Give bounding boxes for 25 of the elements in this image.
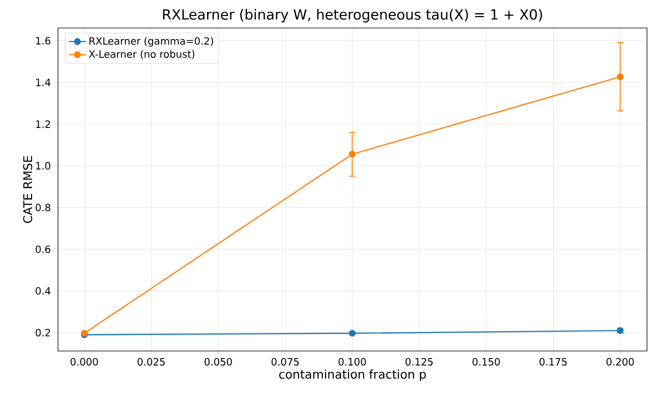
x-tick-label: 0.150 — [472, 358, 500, 366]
x-tick-label: 0.025 — [138, 358, 165, 366]
x-tick-label: 0.075 — [272, 358, 299, 366]
x-tick-label: 0.050 — [204, 358, 232, 366]
y-tick-label: 1.2 — [36, 120, 50, 128]
x-tick-label: 0.125 — [406, 358, 433, 366]
y-tick-label: 1.0 — [36, 162, 50, 170]
y-axis-title: CATE RMSE — [23, 156, 32, 223]
y-tick-label: 1.6 — [36, 36, 50, 44]
x-tick-label: 0.200 — [606, 358, 634, 366]
x-tick-label: 0.000 — [70, 358, 98, 366]
chart-title: RXLearner (binary W, heterogeneous tau(X) = 1 + X0) — [163, 8, 542, 22]
x-tick-label: 0.100 — [338, 358, 366, 366]
x-tick-label: 0.175 — [540, 358, 567, 366]
point — [348, 330, 356, 337]
point — [348, 150, 356, 158]
y-tick-label: 0.6 — [36, 245, 50, 254]
legend-label: X-Learner (no robust) — [88, 50, 194, 60]
y-tick-label: 0.8 — [36, 204, 50, 212]
point — [616, 73, 624, 80]
y-tick-label: 0.4 — [36, 287, 50, 295]
x-axis-title: contamination fraction p — [279, 369, 426, 382]
y-tick-label: 0.2 — [36, 328, 50, 336]
y-tick-label: 1.4 — [36, 78, 50, 86]
legend-label: RXLearner (gamma=0.2) — [90, 37, 214, 47]
